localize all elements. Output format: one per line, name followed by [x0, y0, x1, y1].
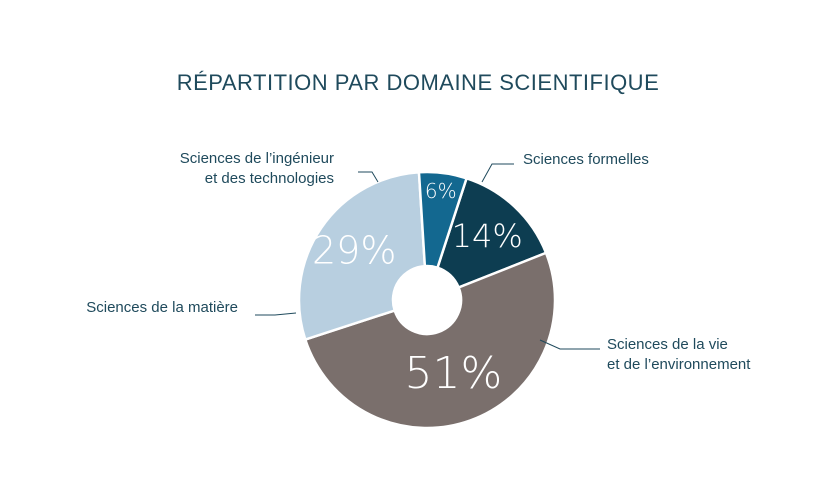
pie-slice-1 [435, 176, 548, 290]
slice-value-label-3: 29% [312, 229, 396, 273]
leader-line-4 [358, 171, 379, 183]
leader-line-2 [539, 339, 600, 350]
category-label-2: Sciences de la vie et de l’environnement [607, 336, 751, 373]
pie-slice-2 [303, 251, 557, 430]
category-label-4: Sciences de l’ingénieur et des technologi… [180, 150, 334, 187]
category-label-1: Sciences formelles [523, 151, 649, 168]
slice-value-label-2: 51% [405, 348, 503, 399]
leader-line-3 [255, 312, 297, 316]
slice-value-label-1: 14% [452, 217, 523, 255]
leader-line-1 [481, 163, 514, 183]
pie-slice-3 [297, 170, 427, 342]
category-label-3: Sciences de la matière [86, 299, 238, 316]
chart-title: RÉPARTITION PAR DOMAINE SCIENTIFIQUE [176, 70, 660, 95]
slice-value-label-4: 6% [425, 179, 457, 203]
pie-slice-4 [417, 170, 469, 270]
